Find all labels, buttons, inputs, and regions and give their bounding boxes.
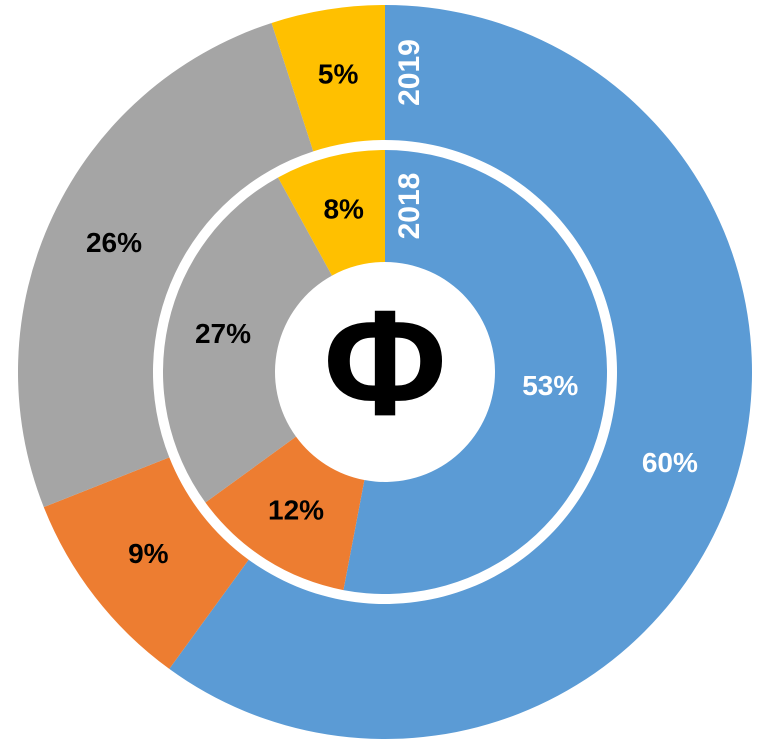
donut-segment (205, 436, 365, 591)
donut-segment (278, 150, 385, 276)
ring-label: 2019 (393, 39, 426, 106)
data-label: 26% (86, 227, 142, 258)
data-label: 8% (323, 194, 364, 225)
center-label: Φ (323, 279, 446, 447)
donut-segment (17, 22, 314, 508)
donut-segment (43, 457, 249, 669)
data-label: 5% (318, 59, 359, 90)
data-label: 12% (268, 495, 324, 526)
data-label: 53% (522, 370, 578, 401)
donut-segment (169, 5, 753, 739)
data-label: 27% (195, 318, 251, 349)
data-label: 60% (642, 447, 698, 478)
donut-segment (271, 5, 385, 152)
ring-label: 2018 (393, 173, 426, 240)
donut-segment (343, 150, 608, 594)
donut-segment (163, 177, 333, 503)
data-label: 9% (128, 538, 169, 569)
